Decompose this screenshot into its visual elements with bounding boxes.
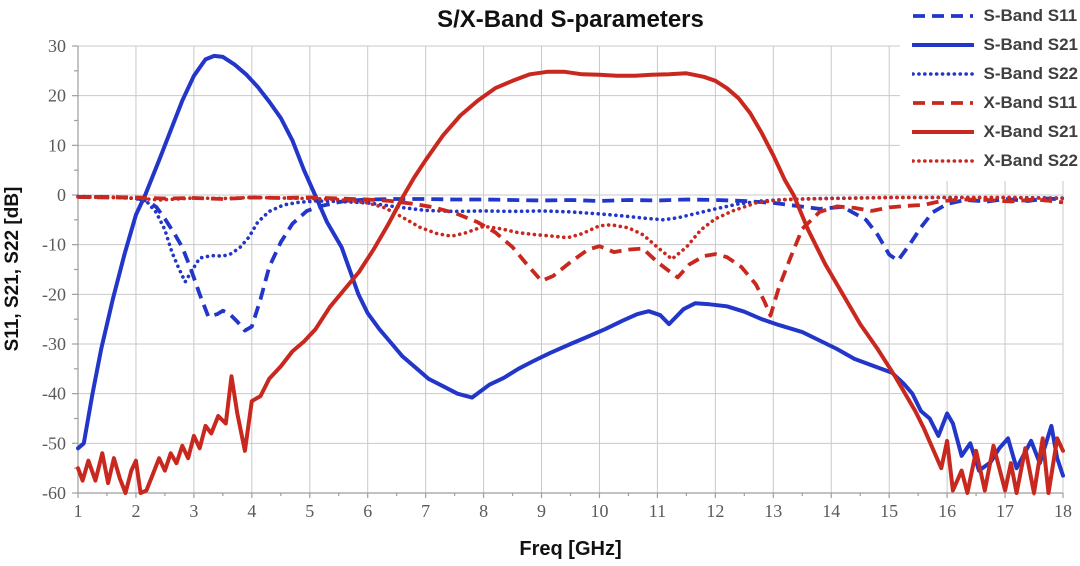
- x-tick-label: 7: [421, 501, 430, 521]
- legend: S-Band S11 S-Band S21 S-Band S22 X-Band S11…: [899, 0, 1080, 181]
- series-x-band-s11: [77, 195, 1064, 318]
- legend-item-s-band-s22: S-Band S22: [911, 59, 1078, 88]
- legend-item-x-band-s22: X-Band S22: [911, 146, 1078, 175]
- y-tick-label: -20: [42, 284, 66, 304]
- series-x-band-s21: [76, 69, 1065, 495]
- y-axis-label: S11, S21, S22 [dB]: [2, 186, 23, 352]
- series-s-band-s11: [78, 195, 1064, 333]
- x-tick-label: 9: [537, 501, 546, 521]
- series-x-band-s22: [76, 195, 1065, 261]
- x-tick-label: 17: [996, 501, 1014, 521]
- x-tick-label: 5: [305, 501, 314, 521]
- x-tick-label: 3: [189, 501, 198, 521]
- legend-line-sample: [911, 42, 974, 47]
- y-tick-label: -40: [42, 384, 66, 404]
- y-tick-label: 20: [48, 86, 66, 106]
- legend-line-sample: [911, 129, 974, 134]
- y-tick-label: -30: [42, 334, 66, 354]
- y-tick-label: -10: [42, 235, 66, 255]
- x-tick-label: 11: [649, 501, 666, 521]
- y-tick-label: 0: [57, 185, 66, 205]
- x-tick-label: 18: [1054, 501, 1072, 521]
- axes: [72, 45, 1064, 498]
- x-tick-label: 10: [590, 501, 608, 521]
- legend-item-s-band-s21: S-Band S21: [911, 30, 1078, 59]
- legend-item-x-band-s11: X-Band S11: [912, 88, 1078, 117]
- legend-label: S-Band S11: [983, 5, 1078, 25]
- series-s-band-s21: [76, 53, 1065, 478]
- chart-title: S/X-Band S-parameters: [437, 6, 704, 33]
- y-tick-label: -50: [42, 433, 66, 453]
- legend-label: S-Band S22: [983, 63, 1078, 83]
- x-tick-label: 2: [131, 501, 140, 521]
- legend-line-sample: [911, 158, 974, 163]
- y-tick-label: 10: [48, 135, 66, 155]
- y-tick-label: -60: [42, 483, 66, 503]
- x-tick-label: 16: [938, 501, 956, 521]
- legend-label: X-Band S11: [983, 92, 1078, 112]
- x-tick-label: 13: [764, 501, 782, 521]
- x-tick-label: 1: [74, 501, 83, 521]
- x-tick-label: 14: [822, 501, 840, 521]
- tick-labels: 1 2 3 4 5 6 7 8 9 10 11 12 13 14 15 16 17 183020100-10-20…: [42, 36, 1072, 521]
- legend-item-x-band-s21: X-Band S21: [911, 117, 1078, 146]
- x-tick-label: 8: [479, 501, 488, 521]
- x-tick-label: 12: [706, 501, 724, 521]
- legend-label: X-Band S22: [983, 150, 1078, 170]
- x-tick-label: 15: [880, 501, 898, 521]
- legend-line-sample: [912, 13, 973, 18]
- y-tick-label: 30: [48, 36, 66, 56]
- legend-line-sample: [912, 100, 973, 105]
- x-axis-label: Freq [GHz]: [519, 538, 622, 560]
- legend-label: S-Band S21: [983, 34, 1078, 54]
- series-s-band-s22: [76, 194, 1065, 284]
- legend-item-s-band-s11: S-Band S11: [912, 1, 1078, 30]
- series-curves: [76, 53, 1065, 495]
- legend-label: X-Band S21: [983, 121, 1078, 141]
- x-tick-label: 4: [247, 501, 256, 521]
- legend-line-sample: [911, 71, 974, 76]
- x-tick-label: 6: [363, 501, 372, 521]
